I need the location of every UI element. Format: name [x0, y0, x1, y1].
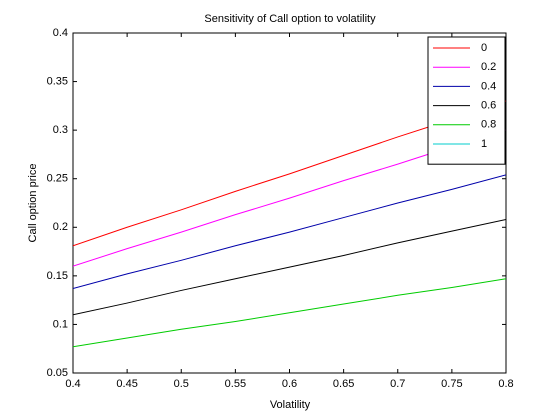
- y-tick-label: 0.4: [53, 27, 68, 39]
- y-tick-label: 0.15: [47, 270, 68, 282]
- legend-label: 1: [481, 138, 487, 150]
- chart-title: Sensitivity of Call option to volatility: [204, 13, 376, 25]
- y-tick-label: 0.3: [53, 124, 68, 136]
- x-tick-label: 0.65: [333, 378, 354, 390]
- legend-label: 0.6: [481, 100, 496, 112]
- x-axis-label: Volatility: [270, 399, 311, 411]
- x-tick-label: 0.75: [441, 378, 462, 390]
- legend-label: 0: [481, 42, 487, 54]
- y-tick-label: 0.25: [47, 173, 68, 185]
- x-tick-label: 0.5: [174, 378, 189, 390]
- x-tick-label: 0.55: [225, 378, 246, 390]
- y-tick-label: 0.1: [53, 318, 68, 330]
- x-tick-label: 0.4: [65, 378, 80, 390]
- line-series: [73, 174, 506, 289]
- line-series: [73, 219, 506, 316]
- legend-label: 0.8: [481, 119, 496, 131]
- legend-label: 0.2: [481, 61, 496, 73]
- x-tick-label: 0.6: [282, 378, 297, 390]
- y-tick-label: 0.05: [47, 367, 68, 379]
- x-tick-label: 0.7: [390, 378, 405, 390]
- y-tick-label: 0.35: [47, 75, 68, 87]
- legend-label: 0.4: [481, 80, 496, 92]
- line-series: [73, 278, 506, 348]
- legend-box: [427, 36, 506, 165]
- y-tick-label: 0.2: [53, 221, 68, 233]
- y-axis-label: Call option price: [27, 164, 39, 243]
- x-tick-label: 0.45: [116, 378, 137, 390]
- x-tick-label: 0.8: [498, 378, 513, 390]
